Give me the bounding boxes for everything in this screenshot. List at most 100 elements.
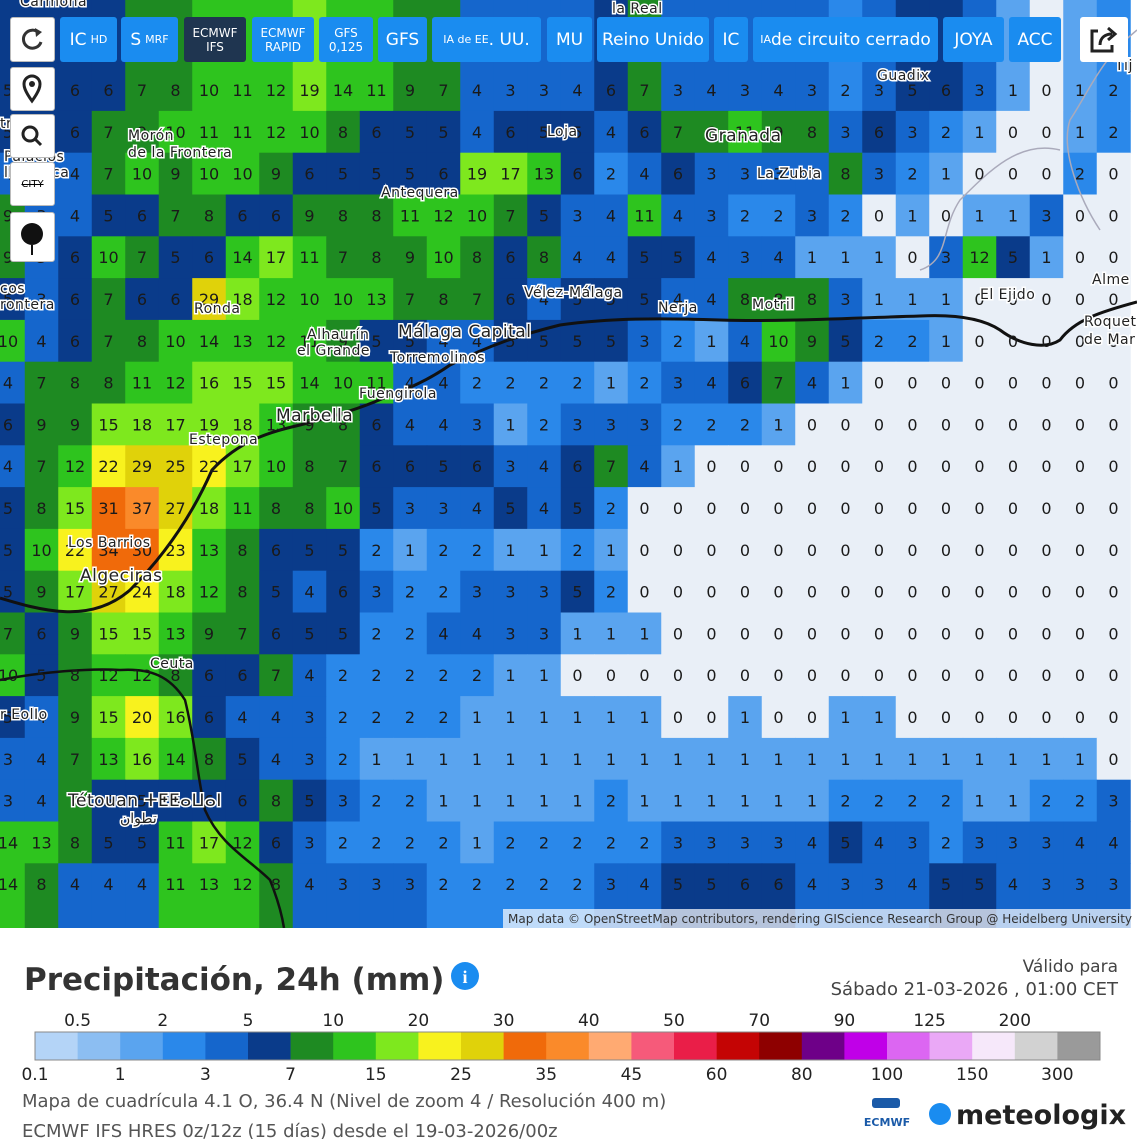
precip-cell bbox=[125, 696, 160, 739]
precip-value: 7 bbox=[237, 624, 247, 643]
model-button[interactable]: IC HD bbox=[60, 17, 117, 62]
precip-cell bbox=[225, 319, 260, 363]
precip-cell bbox=[225, 863, 260, 928]
precip-cell bbox=[1029, 194, 1064, 237]
precip-cell bbox=[1096, 152, 1131, 195]
precip-cell bbox=[326, 487, 361, 530]
model-button[interactable]: IA de EE. UU. bbox=[432, 17, 541, 62]
precip-cell bbox=[761, 821, 796, 864]
precip-value: 4 bbox=[472, 499, 482, 518]
model-button[interactable]: ACC bbox=[1009, 17, 1061, 62]
model-button[interactable]: Reino Unido bbox=[597, 17, 709, 62]
precip-cell bbox=[560, 403, 595, 446]
precip-value: 13 bbox=[31, 833, 51, 852]
model-button[interactable]: S MRF bbox=[121, 17, 178, 62]
precip-value: 0 bbox=[1108, 165, 1118, 184]
precip-value: 3 bbox=[706, 833, 716, 852]
precip-value: 2 bbox=[405, 708, 415, 727]
precip-cell bbox=[728, 612, 763, 655]
model-button[interactable]: GFS 0,125 bbox=[319, 17, 373, 62]
model-button[interactable]: ECMWF IFS bbox=[184, 17, 246, 62]
precip-value: 3 bbox=[572, 206, 582, 225]
precip-cell bbox=[1096, 194, 1131, 237]
precip-cell bbox=[795, 236, 830, 279]
precip-cell bbox=[24, 487, 59, 530]
precip-cell bbox=[728, 319, 763, 363]
precip-value: 11 bbox=[299, 248, 319, 267]
precip-value: 9 bbox=[773, 123, 783, 142]
precip-value: 2 bbox=[941, 792, 951, 811]
precip-cell bbox=[694, 278, 729, 321]
precip-cell bbox=[929, 152, 964, 195]
precip-value: 0 bbox=[1075, 541, 1085, 560]
precip-value: 1 bbox=[1075, 750, 1085, 769]
precip-cell bbox=[761, 445, 796, 488]
precip-value: 12 bbox=[65, 457, 85, 476]
precip-cell bbox=[862, 528, 897, 572]
precip-cell bbox=[895, 319, 930, 363]
precip-cell bbox=[493, 737, 528, 781]
precip-cell bbox=[460, 445, 495, 488]
precip-cell bbox=[1063, 737, 1098, 781]
precip-value: 3 bbox=[740, 248, 750, 267]
precip-cell bbox=[728, 487, 763, 530]
precip-value: 0 bbox=[706, 624, 716, 643]
precip-cell bbox=[728, 570, 763, 613]
precip-cell bbox=[594, 779, 629, 822]
city-button[interactable]: CITY bbox=[10, 162, 55, 206]
info-icon[interactable] bbox=[451, 962, 479, 990]
precip-value: 0 bbox=[941, 374, 951, 393]
precip-value: 0 bbox=[1108, 248, 1118, 267]
precip-cell bbox=[393, 863, 428, 928]
precip-cell bbox=[929, 319, 964, 363]
location-button[interactable] bbox=[10, 67, 55, 111]
model-button[interactable]: ECMWF RAPID bbox=[252, 17, 314, 62]
precip-cell bbox=[326, 696, 361, 739]
precip-value: 10 bbox=[333, 374, 353, 393]
precip-value: 0 bbox=[1075, 374, 1085, 393]
precip-value: 9 bbox=[3, 206, 13, 225]
share-button[interactable] bbox=[1080, 17, 1128, 62]
precip-cell bbox=[694, 319, 729, 363]
precip-value: 2 bbox=[1108, 123, 1118, 142]
precip-value: 0 bbox=[974, 499, 984, 518]
precip-value: 2 bbox=[639, 833, 649, 852]
precip-value: 1 bbox=[505, 541, 515, 560]
model-button[interactable]: JOYA bbox=[943, 17, 1004, 62]
precip-cell bbox=[1029, 152, 1064, 195]
precip-cell bbox=[527, 403, 562, 446]
precip-cell bbox=[493, 821, 528, 864]
precip-value: 0 bbox=[807, 583, 817, 602]
precip-cell bbox=[1029, 528, 1064, 572]
precip-value: 8 bbox=[472, 248, 482, 267]
model-button[interactable]: IC bbox=[714, 17, 748, 62]
zoom-button[interactable] bbox=[10, 114, 55, 158]
precip-value: 7 bbox=[271, 666, 281, 685]
precip-cell bbox=[962, 612, 997, 655]
precip-value: 5 bbox=[3, 708, 13, 727]
model-button[interactable]: GFS bbox=[378, 17, 427, 62]
place-label: Algeciras bbox=[80, 566, 162, 586]
model-button[interactable]: IA de circuito cerrado bbox=[753, 17, 938, 62]
precip-cell bbox=[1063, 152, 1098, 195]
precip-value: 2 bbox=[371, 666, 381, 685]
precip-cell bbox=[560, 278, 595, 321]
precip-value: 0 bbox=[907, 415, 917, 434]
precip-cell bbox=[158, 612, 193, 655]
precip-value: 2 bbox=[371, 708, 381, 727]
precip-cell bbox=[594, 278, 629, 321]
precip-value: 0 bbox=[941, 708, 951, 727]
precip-value: 4 bbox=[405, 415, 415, 434]
precip-value: 0 bbox=[1075, 666, 1085, 685]
precip-cell bbox=[158, 779, 193, 822]
precip-value: 1 bbox=[1008, 206, 1018, 225]
precip-cell bbox=[91, 821, 126, 864]
marker-button[interactable] bbox=[10, 212, 55, 262]
precip-value: 3 bbox=[3, 750, 13, 769]
precip-value: 9 bbox=[36, 415, 46, 434]
precip-value: 8 bbox=[70, 833, 80, 852]
place-label: Tétouan ⵜⵟⵟⴰⵡⴰⵏ bbox=[67, 791, 222, 811]
refresh-button[interactable] bbox=[10, 17, 55, 62]
precip-cell bbox=[761, 779, 796, 822]
model-button[interactable]: MU bbox=[547, 17, 592, 62]
